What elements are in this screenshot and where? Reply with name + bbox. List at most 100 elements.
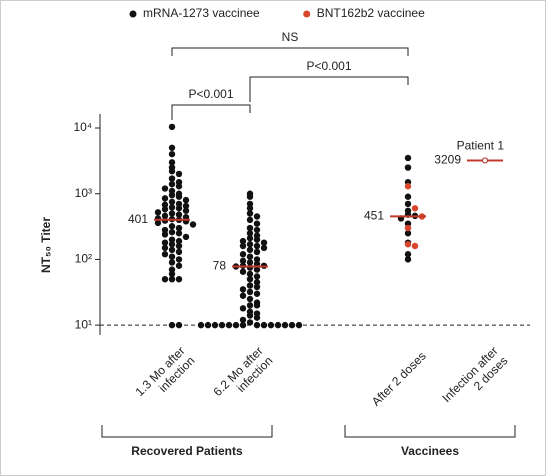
data-point	[161, 212, 169, 220]
data-point	[182, 196, 190, 204]
data-point	[246, 312, 254, 319]
data-point	[281, 321, 289, 329]
data-point	[175, 170, 183, 178]
data-point	[175, 193, 183, 200]
data-point	[246, 246, 254, 254]
y-tick-label: 10¹	[75, 317, 92, 331]
data-point	[168, 236, 176, 243]
data-point	[168, 228, 176, 236]
data-point	[175, 237, 183, 245]
data-point	[168, 259, 176, 266]
data-point	[168, 223, 176, 230]
data-point	[175, 248, 183, 256]
data-point	[168, 150, 176, 158]
data-point	[161, 195, 169, 202]
data-point	[182, 207, 190, 214]
legend-label: BNT162b2 vaccinee	[317, 6, 425, 20]
data-point	[161, 251, 169, 258]
data-point	[260, 239, 268, 246]
median-label: 401	[128, 212, 148, 226]
data-point	[239, 257, 247, 265]
y-tick-label: 10²	[75, 252, 92, 266]
data-point	[253, 266, 261, 273]
data-point	[168, 204, 176, 211]
data-point	[161, 226, 169, 234]
data-point	[253, 273, 261, 280]
data-point	[239, 305, 247, 312]
data-point	[168, 191, 176, 199]
data-point	[295, 321, 303, 329]
data-point	[161, 231, 169, 238]
data-point	[189, 221, 197, 228]
data-point	[246, 230, 254, 237]
group-label: Vaccinees	[401, 444, 459, 458]
data-point	[182, 233, 190, 241]
data-point	[168, 266, 176, 273]
comparison-bracket	[171, 47, 409, 56]
data-point	[168, 321, 176, 329]
data-point	[175, 200, 183, 208]
comparison-label: P<0.001	[306, 59, 351, 73]
data-point	[246, 210, 254, 217]
data-point	[211, 321, 219, 329]
data-point	[232, 321, 240, 329]
data-point	[175, 205, 183, 212]
legend-label: mRNA-1273 vaccinee	[143, 6, 260, 20]
legend-marker	[129, 10, 137, 18]
data-point	[168, 253, 176, 260]
comparison-bracket	[171, 104, 251, 120]
data-point	[239, 316, 247, 324]
data-point	[404, 164, 412, 171]
data-point	[239, 286, 247, 293]
data-point	[404, 154, 412, 162]
data-point	[246, 216, 254, 224]
comparison-bracket	[249, 76, 409, 102]
data-point	[253, 279, 261, 286]
data-point	[411, 205, 419, 212]
data-point	[260, 244, 268, 252]
annotation: Patient 1	[457, 139, 505, 153]
data-point	[404, 251, 412, 258]
data-point	[246, 302, 254, 309]
data-point	[239, 242, 247, 250]
data-point	[246, 205, 254, 212]
data-point	[246, 235, 254, 242]
data-point	[218, 321, 226, 329]
data-point	[246, 200, 254, 208]
data-point	[246, 241, 254, 248]
group-bracket	[344, 425, 516, 438]
data-point	[246, 270, 254, 278]
group-label: Recovered Patients	[131, 444, 243, 458]
data-point	[246, 282, 254, 289]
data-point	[246, 264, 254, 271]
data-point	[411, 242, 419, 250]
data-point	[404, 183, 412, 190]
data-point	[246, 224, 254, 232]
data-point	[175, 211, 183, 218]
data-point	[168, 168, 176, 175]
data-point	[246, 295, 254, 303]
y-axis-label: NT₅₀ Titer	[39, 217, 53, 273]
data-point	[168, 180, 176, 188]
data-point	[168, 175, 176, 182]
data-point	[274, 321, 282, 329]
data-point	[168, 246, 176, 254]
data-point	[168, 159, 176, 166]
y-tick-label: 10⁴	[73, 120, 92, 134]
data-point	[161, 185, 169, 192]
data-point	[404, 224, 412, 232]
data-point	[239, 251, 247, 258]
data-point	[175, 242, 183, 250]
data-point	[161, 239, 169, 246]
data-point	[253, 302, 261, 309]
data-point	[168, 144, 176, 151]
data-point	[168, 123, 176, 131]
data-point	[253, 248, 261, 256]
data-point	[253, 242, 261, 250]
data-point	[404, 230, 412, 237]
data-point	[175, 224, 183, 232]
data-point	[175, 256, 183, 263]
median-label: 3209	[434, 153, 461, 167]
data-point	[253, 290, 261, 297]
